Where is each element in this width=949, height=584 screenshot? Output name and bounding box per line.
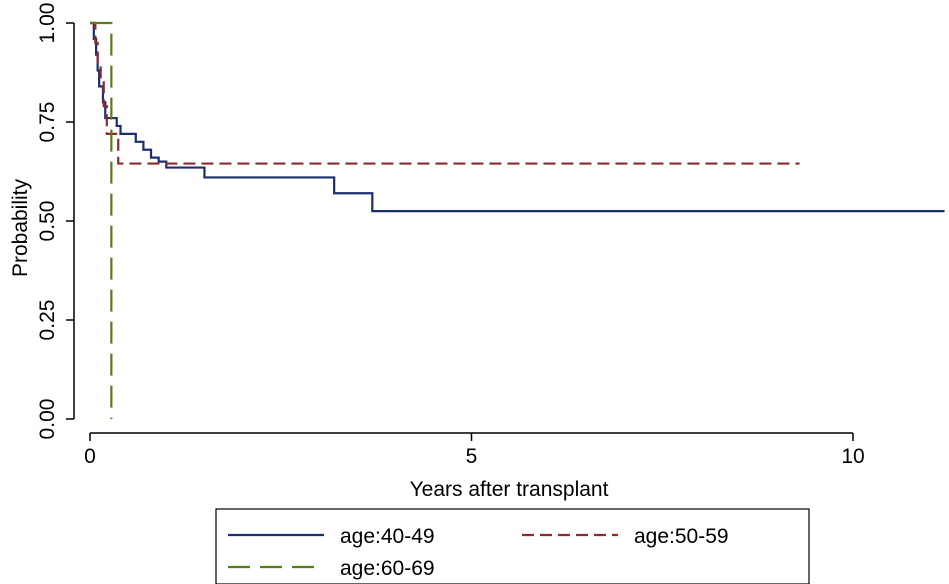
y-tick-label: 0.75 xyxy=(36,102,59,143)
legend-label-2: age:50-59 xyxy=(634,525,729,548)
y-tick-label: 0.25 xyxy=(36,300,59,341)
x-tick-label: 0 xyxy=(84,445,96,468)
legend-items: age:40-49 age:50-59 age:60-69 xyxy=(228,525,729,580)
x-axis-label: Years after transplant xyxy=(410,478,609,501)
legend: age:40-49 age:50-59 age:60-69 xyxy=(215,508,810,584)
series-line-3 xyxy=(90,21,113,419)
x-tick-label: 5 xyxy=(466,445,478,468)
series-line-2 xyxy=(90,21,800,165)
ticks: 0.00 0.25 0.50 0.75 1.00 0 5 10 xyxy=(36,3,865,468)
y-axis-label: Probability xyxy=(9,178,32,277)
series-lines xyxy=(90,21,945,419)
x-tick-label: 10 xyxy=(841,445,864,468)
y-tick-label: 0.50 xyxy=(36,201,59,242)
legend-label-1: age:40-49 xyxy=(340,525,435,548)
legend-label-3: age:60-69 xyxy=(340,557,435,580)
legend-box xyxy=(215,508,810,584)
y-tick-label: 1.00 xyxy=(36,3,59,44)
y-tick-label: 0.00 xyxy=(36,399,59,440)
